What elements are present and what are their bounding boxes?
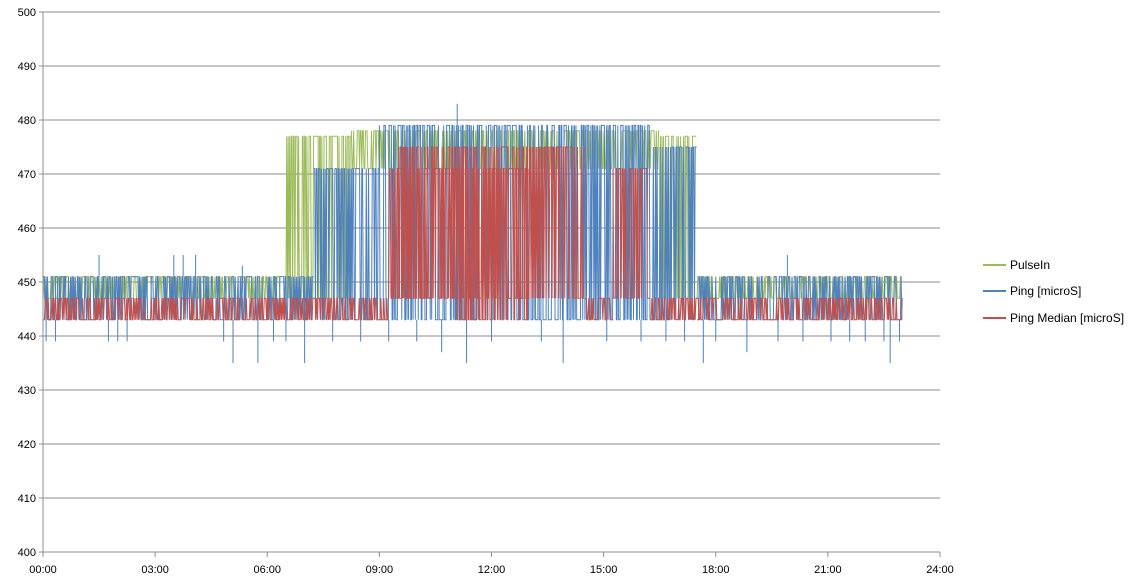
y-tick-label-440: 440 xyxy=(18,331,36,343)
x-tick-labels: 00:00 03:00 06:00 09:00 12:00 15:00 18:00 21:00… xyxy=(29,564,954,576)
series-2-band-5 xyxy=(612,168,650,299)
legend-label-ping: Ping [microS] xyxy=(1010,284,1081,298)
y-tick-label-430: 430 xyxy=(18,385,36,397)
y-tick-label-400: 400 xyxy=(18,547,36,559)
y-tick-label-460: 460 xyxy=(18,223,36,235)
x-tick-label-0: 00:00 xyxy=(29,564,57,576)
legend-label-pulsein: PulseIn xyxy=(1010,258,1050,272)
x-tick-label-5: 15:00 xyxy=(590,564,618,576)
y-tick-label-470: 470 xyxy=(18,169,36,181)
series-2-band-6 xyxy=(650,297,903,321)
series-2-band-4 xyxy=(584,297,613,321)
x-tick-label-8: 24:00 xyxy=(926,564,954,576)
y-tick-label-410: 410 xyxy=(18,493,36,505)
x-tick-label-3: 09:00 xyxy=(366,564,394,576)
legend-item-pulsein: PulseIn xyxy=(983,258,1050,272)
x-tick-label-1: 03:00 xyxy=(141,564,169,576)
legend-label-ping-median: Ping Median [microS] xyxy=(1010,311,1124,325)
series-2-band-3 xyxy=(454,168,529,321)
y-tick-label-500: 500 xyxy=(18,7,36,19)
y-tick-label-490: 490 xyxy=(18,61,36,73)
legend-item-ping-median: Ping Median [microS] xyxy=(983,311,1124,325)
plot-area xyxy=(42,103,903,363)
x-tick-label-6: 18:00 xyxy=(702,564,730,576)
x-tick-label-7: 21:00 xyxy=(814,564,842,576)
x-tick-label-2: 06:00 xyxy=(253,564,281,576)
y-tick-label-480: 480 xyxy=(18,115,36,127)
x-tick-label-4: 12:00 xyxy=(478,564,506,576)
series-1-band-1 xyxy=(313,168,379,321)
y-tick-label-420: 420 xyxy=(18,439,36,451)
series-2-band-2 xyxy=(397,146,585,299)
y-tick-label-450: 450 xyxy=(18,277,36,289)
series-2-band-0 xyxy=(43,297,389,321)
grid-lines xyxy=(39,11,941,557)
legend-item-ping: Ping [microS] xyxy=(983,284,1081,298)
series-ping-median xyxy=(43,146,903,321)
axes xyxy=(42,12,940,553)
y-tick-labels: 400 410 420 430 440 450 460 470 480 490 500 xyxy=(18,7,36,559)
legend: PulseIn Ping [microS] Ping Median [micro… xyxy=(983,258,1124,325)
